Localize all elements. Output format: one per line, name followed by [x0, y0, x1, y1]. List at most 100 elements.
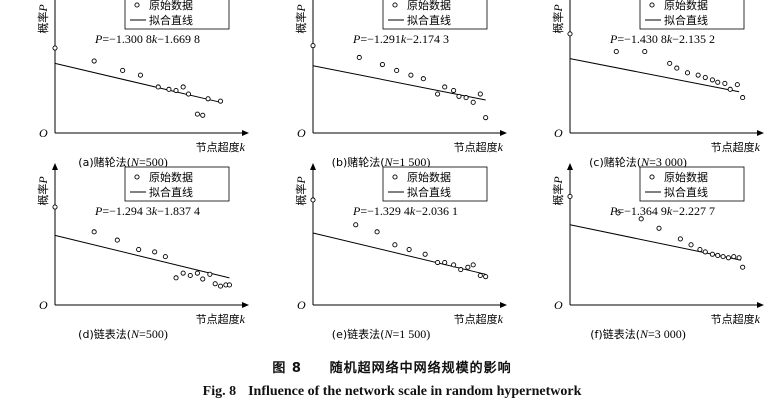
data-point [310, 43, 316, 49]
y-axis-arrow-icon [567, 163, 573, 170]
panel-title-post: =3 000) [648, 327, 686, 341]
data-point [173, 275, 179, 281]
equation-var: k [667, 204, 673, 218]
legend-label-line: 拟合直线 [664, 185, 708, 199]
fit-line [569, 58, 740, 93]
legend-label-line: 拟合直线 [149, 13, 193, 27]
equation-var: k [152, 204, 158, 218]
legend-label-line: 拟合直线 [664, 13, 708, 27]
data-point [477, 272, 483, 279]
data-point [642, 49, 648, 55]
x-axis-arrow-icon [500, 130, 507, 136]
data-point [727, 86, 733, 92]
x-axis-label-text: 节点超度 [711, 312, 755, 326]
data-point [715, 252, 721, 258]
data-point [406, 246, 412, 253]
data-point [722, 80, 728, 86]
panel-title-var: N [639, 327, 649, 341]
fit-line [54, 62, 221, 103]
equation-lhs: P [609, 204, 618, 218]
data-point [180, 84, 186, 90]
caption-en-label: Fig. 8 [202, 384, 237, 399]
data-point [353, 222, 359, 228]
data-point [697, 246, 703, 253]
y-axis-label-text: 概率 [551, 12, 565, 34]
panel-title-post: =1 500) [393, 155, 431, 169]
caption-cn-label: 图 8 [272, 361, 302, 376]
panel-title-pre: (b)赌轮法( [332, 155, 385, 169]
x-axis-label-text: 节点超度 [196, 140, 240, 154]
equation-var: k [667, 32, 673, 46]
legend-label-line: 拟合直线 [407, 13, 451, 27]
data-point [91, 229, 97, 235]
y-axis-label: 概率P [36, 176, 50, 206]
y-axis-label: 概率P [294, 176, 308, 206]
equation-var: k [152, 32, 158, 46]
data-point [200, 276, 206, 282]
data-point [709, 77, 715, 83]
x-axis-label: 节点超度k [454, 140, 504, 154]
data-point [458, 267, 464, 273]
data-point [456, 93, 462, 99]
x-axis-label-text: 节点超度 [711, 140, 755, 154]
x-axis-label-var: k [498, 312, 504, 326]
data-point [379, 62, 385, 68]
equation-slope: =−1.291 [360, 32, 401, 46]
data-point [217, 98, 224, 104]
data-point [715, 79, 721, 85]
x-axis-arrow-icon [757, 130, 764, 136]
data-point [567, 193, 573, 199]
y-axis-label-var: P [551, 4, 565, 13]
panel-title-pre: (c)赌轮法( [589, 155, 641, 169]
origin-label: O [554, 298, 563, 312]
data-point [684, 70, 691, 76]
y-axis-label: 概率P [36, 4, 50, 34]
data-point [567, 31, 573, 37]
caption-cn-text: 随机超网络中网络规模的影响 [329, 361, 512, 376]
x-axis-label-text: 节点超度 [196, 312, 240, 326]
legend-marker-points [392, 174, 398, 180]
data-point [200, 112, 206, 118]
panel-title-pre: (d)链表法( [78, 327, 131, 341]
x-axis-arrow-icon [500, 302, 507, 308]
data-point [740, 264, 746, 270]
equation-lhs: P [609, 32, 618, 46]
x-axis-label: 节点超度k [196, 140, 246, 154]
panel-title-var: N [130, 155, 140, 169]
panel-title-post: =1 500) [392, 327, 430, 341]
y-axis-label-text: 概率 [294, 184, 308, 206]
data-point [356, 54, 362, 61]
data-point [442, 259, 448, 266]
y-axis-arrow-icon [310, 163, 316, 170]
x-axis-label-var: k [755, 312, 761, 326]
data-point [420, 76, 426, 82]
equation-intercept: −2.174 3 [406, 32, 449, 46]
data-point [205, 96, 211, 102]
data-point [483, 274, 489, 280]
data-point [613, 49, 619, 55]
y-axis-label-text: 概率 [294, 12, 308, 34]
x-axis-label-text: 节点超度 [454, 140, 498, 154]
equation-slope: =−1.329 4 [360, 204, 410, 218]
legend-box [124, 166, 230, 202]
data-point [677, 236, 683, 242]
data-point [392, 242, 398, 248]
y-axis-label-var: P [294, 4, 308, 13]
x-axis-arrow-icon [242, 130, 249, 136]
data-point [136, 246, 142, 253]
data-point [470, 262, 476, 268]
origin-label: O [297, 126, 306, 140]
y-axis-label-text: 概率 [36, 184, 50, 206]
panel-title-var: N [640, 155, 650, 169]
data-point [152, 249, 158, 255]
x-axis-label: 节点超度k [196, 312, 246, 326]
legend-box [124, 0, 230, 30]
panel-title-post: =500) [139, 155, 168, 169]
data-point [451, 262, 457, 268]
data-point [734, 82, 740, 88]
